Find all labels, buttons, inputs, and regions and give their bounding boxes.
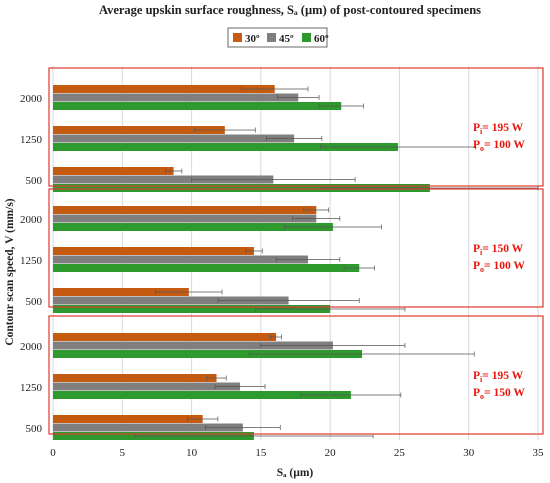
panel-label-value: = 100 W [484,139,525,151]
chart-title: Average upskin surface roughness, Sₐ (µm… [99,3,481,17]
legend-box [227,27,328,48]
bar-p2-500-1 [53,423,243,432]
panel-label-value: = 150 W [484,387,525,399]
bar-p1-2000-2 [53,223,333,231]
panel-label-symbol: P [473,370,480,382]
bar-p2-1250-0 [53,374,217,382]
panel-label-value: = 100 W [484,260,525,272]
bar-p0-500-1 [53,175,274,184]
panel-label-subscript: i [480,127,483,136]
bar-p0-2000-0 [53,85,275,93]
bar-p1-2000-0 [53,206,317,214]
panel-box-2 [48,315,544,435]
panel-label-0-0: Pi= 195 W [473,122,524,136]
bar-p2-1250-1 [53,382,241,391]
legend-label-0: 30º [245,33,260,45]
legend-swatch-0 [233,33,242,42]
bar-p2-2000-2 [53,350,363,358]
bar-p0-1250-1 [53,134,295,143]
y-tick-label-p0-0: 2000 [20,93,43,105]
panel-label-subscript: i [480,375,483,384]
bar-p2-500-0 [53,415,203,423]
panel-label-subscript: i [480,248,483,257]
panel-label-symbol: P [473,122,480,134]
legend: 30º 45º 60º [227,27,329,48]
y-tick-label-p1-1: 1250 [20,255,43,267]
x-tick-label-3: 15 [255,447,267,459]
panel-label-symbol: P [473,243,480,255]
bar-p0-2000-2 [53,102,342,110]
panel-label-subscript: o [480,392,484,401]
legend-swatch-2 [302,33,311,42]
legend-swatch-1 [267,33,276,42]
panel-label-symbol: P [473,387,480,399]
y-tick-label-p2-0: 2000 [20,341,43,353]
x-tick-label-6: 30 [463,447,475,459]
panels: Pi= 195 WPo= 100 WPi= 150 WPo= 100 WPi= … [48,67,544,435]
panel-label-2-1: Po= 150 W [473,387,525,401]
y-axis-label: Contour scan speed, V (mm/s) [4,198,16,345]
bar-p1-500-2 [53,305,331,313]
panel-label-symbol: P [473,139,480,151]
x-tick-label-5: 25 [394,447,406,459]
panel-label-1-1: Po= 100 W [473,260,525,274]
panel-label-0-1: Po= 100 W [473,139,525,153]
bar-p1-1250-2 [53,264,360,272]
panel-label-subscript: o [480,144,484,153]
bar-p0-2000-1 [53,93,299,102]
panel-label-2-0: Pi= 195 W [473,370,524,384]
panel-label-value: = 150 W [482,243,523,255]
x-tick-label-1: 5 [120,447,126,459]
panel-label-symbol: P [473,260,480,272]
bar-p2-1250-2 [53,391,351,399]
bars [53,85,539,440]
x-tick-label-4: 20 [325,447,337,459]
y-ticks: 2000 1250 500 2000 1250 500 2000 1250 500 [20,93,43,435]
y-tick-label-p0-2: 500 [26,175,43,187]
x-axis-label: Sₐ (µm) [277,467,314,479]
panel-label-value: = 195 W [482,122,523,134]
y-tick-label-p2-1: 1250 [20,382,43,394]
bar-p0-500-0 [53,167,174,175]
panel-box-0 [48,67,544,187]
legend-label-2: 60º [314,33,329,45]
bar-p1-2000-1 [53,214,317,223]
panel-label-1-0: Pi= 150 W [473,243,524,257]
x-tick-label-2: 10 [186,447,198,459]
bar-p2-2000-0 [53,333,277,341]
bar-p1-1250-1 [53,255,308,264]
panel-box-1 [48,188,544,308]
y-tick-label-p1-2: 500 [26,296,43,308]
y-tick-label-p1-0: 2000 [20,214,43,226]
y-tick-label-p2-2: 500 [26,423,43,435]
x-tick-label-0: 0 [50,447,56,459]
legend-label-1: 45º [279,33,294,45]
x-tick-label-7: 35 [533,447,545,459]
bar-p1-500-0 [53,288,189,296]
bar-p0-500-2 [53,184,430,192]
bar-p0-1250-0 [53,126,225,134]
panel-label-subscript: o [480,265,484,274]
bar-p2-2000-1 [53,341,333,350]
bar-p1-1250-0 [53,247,254,255]
bar-p0-1250-2 [53,143,399,151]
y-tick-label-p0-1: 1250 [20,134,43,146]
bar-p1-500-1 [53,296,289,305]
panel-label-value: = 195 W [482,370,523,382]
x-ticks: 0 5 10 15 20 25 30 35 [50,447,544,459]
